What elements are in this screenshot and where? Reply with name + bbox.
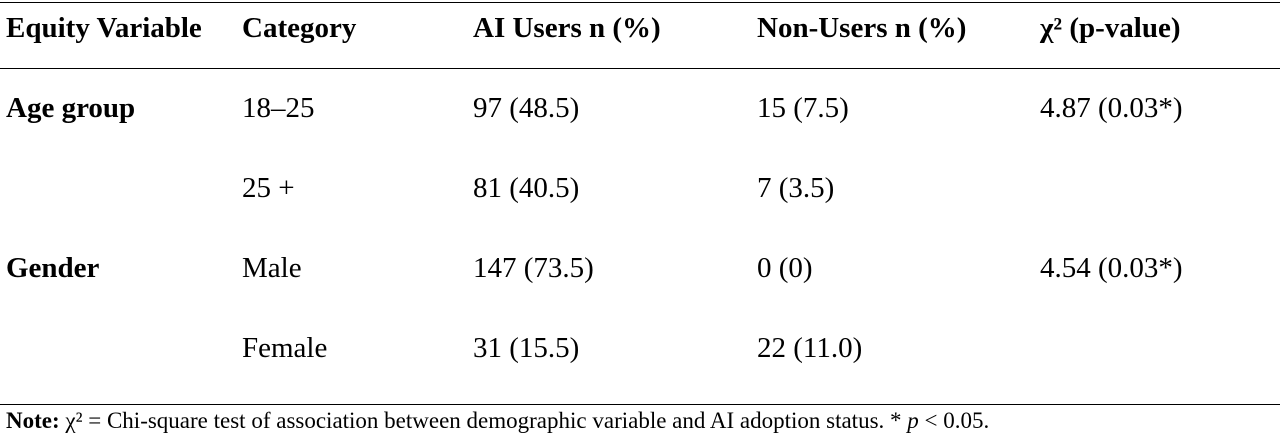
table-bottom-rule [0, 404, 1280, 405]
row-chi-square: 4.54 (0.03*) [1040, 252, 1183, 284]
table-top-rule [0, 2, 1280, 3]
row-variable: Age group [6, 92, 136, 124]
row-ai-users: 31 (15.5) [473, 332, 580, 364]
row-variable: Gender [6, 252, 100, 284]
header-chi-square: χ² (p-value) [1040, 12, 1181, 44]
row-ai-users: 81 (40.5) [473, 172, 580, 204]
row-non-users: 0 (0) [757, 252, 813, 284]
note-text: χ² = Chi-square test of association betw… [59, 408, 908, 433]
row-chi-square: 4.87 (0.03*) [1040, 92, 1183, 124]
row-ai-users: 147 (73.5) [473, 252, 594, 284]
row-ai-users: 97 (48.5) [473, 92, 580, 124]
header-bottom-rule [0, 68, 1280, 69]
header-non-users: Non-Users n (%) [757, 12, 967, 44]
row-non-users: 22 (11.0) [757, 332, 863, 364]
row-non-users: 7 (3.5) [757, 172, 835, 204]
row-category: Female [242, 332, 328, 364]
row-non-users: 15 (7.5) [757, 92, 849, 124]
table-note: Note: χ² = Chi-square test of associatio… [6, 407, 989, 435]
note-p-symbol: p [907, 408, 919, 433]
header-category: Category [242, 12, 357, 44]
header-ai-users: AI Users n (%) [473, 12, 661, 44]
row-category: Male [242, 252, 302, 284]
note-threshold: < 0.05. [918, 408, 990, 433]
header-equity-variable: Equity Variable [6, 12, 202, 44]
row-category: 18–25 [242, 92, 315, 124]
row-category: 25 + [242, 172, 295, 204]
note-label: Note: [6, 408, 60, 433]
